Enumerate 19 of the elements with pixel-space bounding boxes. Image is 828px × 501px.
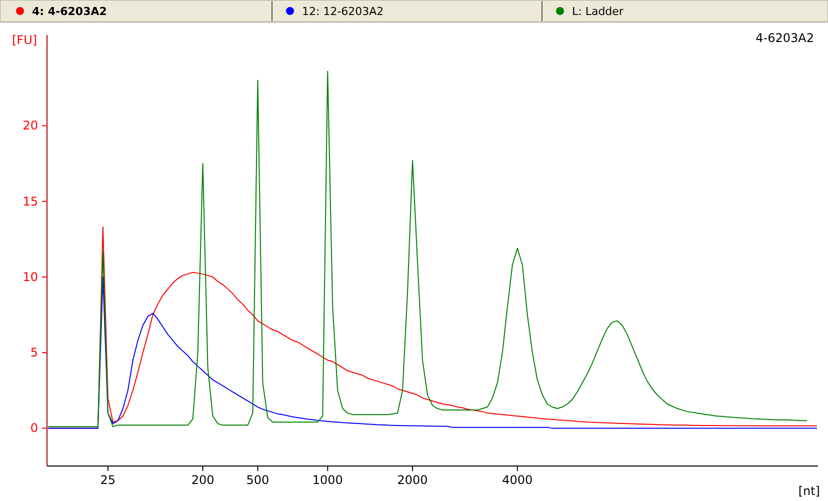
y-tick-label: 20	[22, 118, 38, 133]
line-series	[48, 276, 818, 429]
x-tick-label: 1000	[312, 473, 343, 487]
x-tick-label: 2000	[397, 473, 428, 487]
y-tick-label: 5	[30, 346, 38, 360]
legend-label: 4: 4-6203A2	[32, 5, 107, 18]
y-tick-label: 15	[22, 194, 38, 208]
chart-title: 4-6203A2	[756, 31, 814, 45]
y-tick-label: 0	[30, 421, 38, 436]
legend-label: L: Ladder	[572, 5, 624, 18]
x-tick-label: 200	[191, 473, 214, 487]
x-axis-title: [nt]	[798, 484, 820, 498]
x-tick-label: 4000	[502, 473, 533, 487]
x-tick-label: 25	[100, 473, 116, 487]
x-tick-label: 500	[246, 473, 270, 487]
y-tick-label: 10	[22, 270, 38, 284]
legend-label: 12: 12-6203A2	[302, 5, 384, 18]
y-axis-title: [FU]	[12, 33, 38, 47]
line-series	[48, 70, 808, 428]
